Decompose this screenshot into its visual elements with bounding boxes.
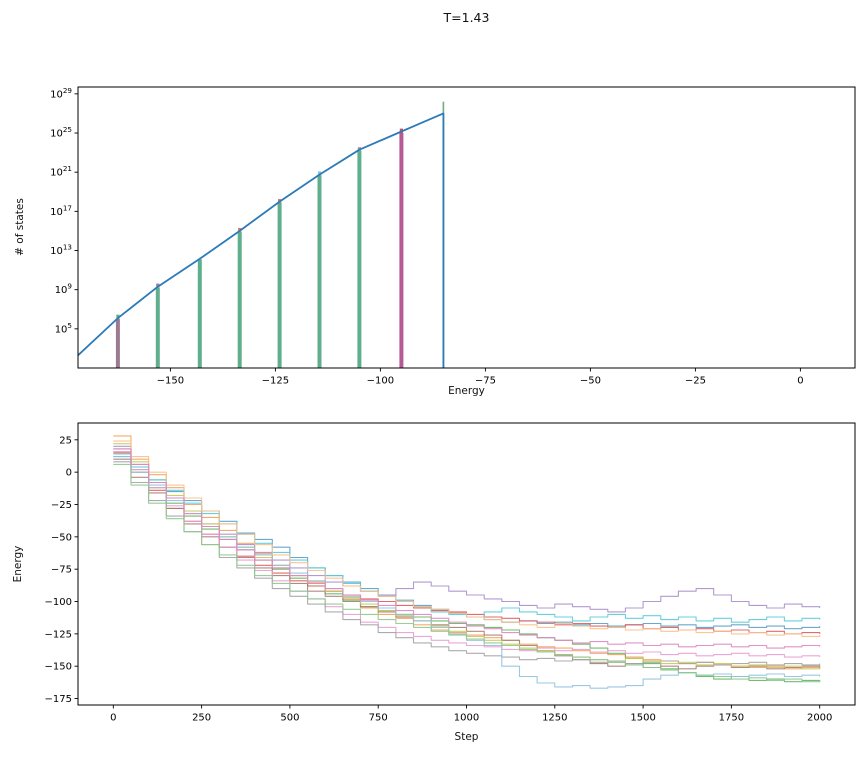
y-tick-label: 1021 [50,164,72,179]
y-tick-label: −100 [45,597,72,608]
histogram-bar-tip [116,314,120,320]
walker-12-trace [113,440,821,637]
x-tick-label: 250 [192,713,211,724]
y-tick-label: −75 [51,565,72,576]
y-tick-label: 1025 [50,125,72,140]
top-ylabel: # of states [14,198,26,256]
histogram-bar [237,231,242,368]
y-tick-label: −125 [45,629,72,640]
y-tick-label: 1017 [50,203,72,218]
y-tick-label: 25 [59,435,72,446]
y-tick-label: −175 [45,694,72,705]
y-tick-label: 0 [66,468,72,479]
histogram-bar [399,133,404,368]
bottom-ylabel: Energy [12,545,24,583]
x-tick-label: 0 [110,713,116,724]
walker-3-trace [113,448,821,683]
y-tick-label: −150 [45,662,72,673]
density-of-states-curve [77,112,445,368]
y-tick-label: 1013 [50,243,72,258]
histogram-bar [197,259,202,368]
histogram-bar [155,287,160,368]
histogram-bar [277,202,282,368]
walker-14-trace [113,448,821,649]
bottom-xlabel: Step [454,731,479,743]
walker-7-trace [113,450,821,658]
x-tick-label: −150 [157,376,184,387]
top-xlabel: Energy [448,385,485,397]
y-tick-label: −25 [51,500,72,511]
histogram-bar [317,175,322,368]
figure-title: T=1.43 [443,10,490,25]
x-tick-label: 2000 [807,713,832,724]
y-tick-label: 1029 [50,86,72,101]
axes-frame [77,86,856,369]
x-tick-label: −25 [685,376,706,387]
y-tick-label: −50 [51,532,72,543]
histogram-bar-tip [317,171,322,176]
y-tick-label: 105 [55,321,72,336]
x-tick-label: 1000 [454,713,479,724]
y-tick-label: 109 [55,282,73,297]
x-tick-label: −50 [580,376,601,387]
x-tick-label: 1750 [719,713,744,724]
x-tick-label: −75 [475,376,496,387]
histogram-bar-tip [156,283,160,286]
x-tick-label: −125 [262,376,289,387]
x-tick-label: 750 [369,713,388,724]
x-tick-label: 0 [797,376,803,387]
walker-13-trace [113,463,821,683]
x-tick-label: −100 [367,376,394,387]
x-tick-label: 500 [280,713,299,724]
histogram-bar [357,150,362,368]
axes-frame [77,422,856,706]
x-tick-label: 1500 [630,713,655,724]
x-tick-label: 1250 [542,713,567,724]
histogram-bar [115,319,120,368]
